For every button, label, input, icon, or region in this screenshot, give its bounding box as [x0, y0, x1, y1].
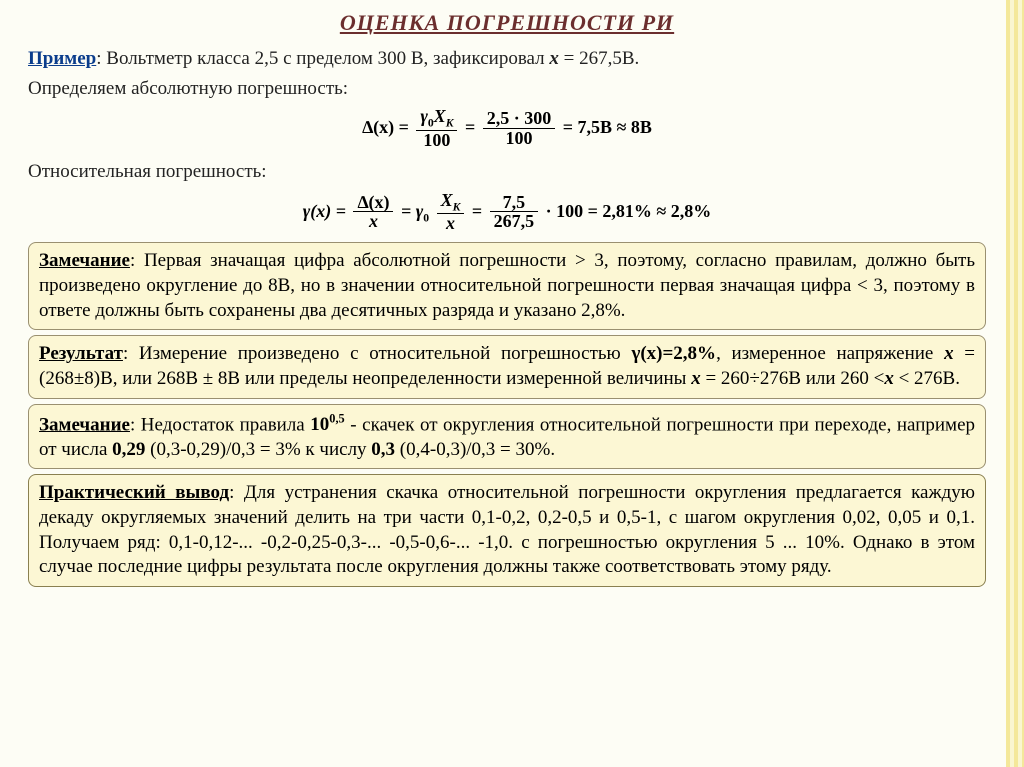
example-var: х — [549, 48, 559, 69]
f2-frac2: XK x — [437, 191, 465, 235]
f1-frac1: γ0XK 100 — [416, 107, 457, 151]
f2-mid2: = — [472, 201, 482, 221]
example-val: = 267,5В. — [559, 48, 639, 69]
decorative-stripe — [1006, 0, 1024, 767]
example-line: Пример: Вольтметр класса 2,5 с пределом … — [28, 46, 986, 72]
result-box: Результат: Измерение произведено с относ… — [28, 335, 986, 398]
f1-lhs: ∆(x) = — [362, 117, 409, 137]
box1-label: Замечание — [39, 250, 130, 271]
f2-frac1: ∆(x) x — [353, 193, 393, 233]
f1-rhs: = 7,5B ≈ 8B — [563, 117, 652, 137]
note-box-2: Замечание: Недостаток правила 100,5 - ск… — [28, 404, 986, 470]
f2-rhs: · 100 = 2,81% ≈ 2,8% — [546, 201, 712, 221]
f1-frac2: 2,5 · 300 100 — [483, 109, 556, 149]
rel-label: Относительная погрешность: — [28, 159, 986, 185]
box4-label: Практический вывод — [39, 482, 229, 503]
f2-frac3: 7,5 267,5 — [490, 193, 539, 233]
f2-lhs: γ(x) = — [303, 201, 346, 221]
conclusion-box: Практический вывод: Для устранения скачк… — [28, 474, 986, 587]
example-label: Пример — [28, 48, 96, 69]
formula-absolute: ∆(x) = γ0XK 100 = 2,5 · 300 100 = 7,5B ≈… — [28, 107, 986, 151]
note-box-1: Замечание: Первая значащая цифра абсолют… — [28, 242, 986, 330]
abs-label: Определяем абсолютную погрешность: — [28, 76, 986, 102]
f1-mid: = — [465, 117, 475, 137]
box3-label: Замечание — [39, 414, 130, 435]
page-title: ОЦЕНКА ПОГРЕШНОСТИ РИ — [28, 10, 986, 36]
box1-text: : Первая значащая цифра абсолютной погре… — [39, 250, 975, 320]
formula-relative: γ(x) = ∆(x) x = γ0 XK x = 7,5 267,5 · 10… — [28, 191, 986, 235]
example-text: : Вольтметр класса 2,5 с пределом 300 В,… — [96, 48, 549, 69]
box2-label: Результат — [39, 343, 123, 364]
slide-content: ОЦЕНКА ПОГРЕШНОСТИ РИ Пример: Вольтметр … — [0, 0, 1024, 602]
